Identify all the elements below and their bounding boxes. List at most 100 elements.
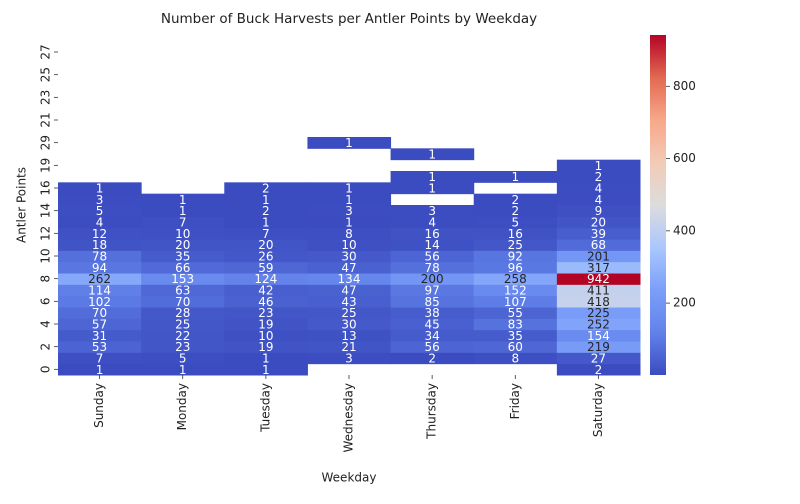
cell-label: 53: [92, 340, 107, 354]
cell-label: 1: [262, 363, 270, 377]
cell-label: 1: [345, 216, 353, 230]
cell-label: 124: [254, 272, 277, 286]
cell-label: 4: [96, 216, 104, 230]
heatmap-cell: [390, 227, 475, 240]
cell-label: 20: [591, 216, 606, 230]
heatmap-cell: [473, 193, 558, 206]
cell-label: 18: [92, 238, 107, 252]
cell-label: 57: [92, 318, 107, 332]
cell-label: 2: [262, 204, 270, 218]
cell-label: 200: [421, 272, 444, 286]
cell-label: 2: [262, 182, 270, 196]
heatmap-cell: [556, 159, 641, 172]
heatmap-cell: [58, 329, 142, 342]
cell-label: 219: [587, 340, 610, 354]
heatmap-cell: [556, 363, 641, 376]
heatmap-cell: [556, 182, 641, 195]
heatmap-cell: [58, 363, 142, 376]
heatmap-cell: [141, 193, 225, 206]
heatmap-cell: [224, 307, 308, 319]
cell-label: 16: [508, 227, 523, 241]
cell-label: 262: [88, 272, 111, 286]
heatmap-cell: [58, 205, 142, 217]
cell-label: 22: [175, 329, 190, 343]
cell-label: 38: [425, 306, 440, 320]
cell-label: 1: [428, 148, 436, 162]
y-axis-title: Antler Points: [15, 167, 29, 243]
y-tick-label: 16: [39, 180, 53, 195]
heatmap-cell: [224, 239, 308, 251]
cell-label: 10: [341, 238, 356, 252]
cell-label: 3: [345, 352, 353, 366]
heatmap-cell: [224, 193, 308, 206]
heatmap-cell: [307, 329, 392, 342]
heatmap-cell: [58, 227, 142, 240]
cell-label: 1: [179, 363, 187, 377]
heatmap-cell: [307, 239, 392, 251]
y-tick-label: 6: [39, 298, 53, 306]
cell-label: 107: [504, 295, 527, 309]
cell-label: 27: [591, 352, 606, 366]
x-tick-label: Saturday: [591, 383, 605, 437]
heatmap-cell: [473, 341, 558, 353]
cell-label: 19: [258, 318, 273, 332]
cell-label: 13: [341, 329, 356, 343]
heatmap-cell: [473, 284, 558, 297]
heatmap-cell: [556, 307, 641, 319]
cell-label: 7: [262, 227, 270, 241]
cell-label: 2: [595, 363, 603, 377]
cell-label: 1: [262, 352, 270, 366]
cell-label: 134: [338, 272, 361, 286]
cell-label: 30: [341, 318, 356, 332]
cell-label: 258: [504, 272, 527, 286]
heatmap-cell: [390, 171, 475, 183]
cell-label: 154: [587, 329, 610, 343]
heatmap-cell: [556, 318, 641, 331]
cell-label: 96: [508, 261, 523, 275]
cell-label: 201: [587, 250, 610, 264]
x-tick-label: Monday: [175, 383, 189, 430]
heatmap-cell: [390, 148, 475, 161]
cell-label: 92: [508, 250, 523, 264]
heatmap-cell: [307, 273, 392, 285]
heatmap-cell: [473, 318, 558, 331]
heatmap-cell: [390, 250, 475, 263]
cell-label: 23: [258, 306, 273, 320]
heatmap-cell: [141, 352, 225, 365]
heatmap-cell: [473, 273, 558, 285]
cell-label: 56: [425, 250, 440, 264]
heatmap-cell: [390, 205, 475, 217]
y-tick-label: 29: [39, 135, 53, 150]
cell-label: 7: [179, 216, 187, 230]
heatmap-cell: [58, 250, 142, 263]
cell-label: 25: [341, 306, 356, 320]
heatmap-cell: [390, 261, 475, 274]
heatmap-cell: [473, 171, 558, 183]
heatmap-cell: [307, 318, 392, 331]
heatmap-cell: [556, 227, 641, 240]
cell-label: 94: [92, 261, 107, 275]
y-tick-label: 2: [39, 343, 53, 351]
y-tick-label: 25: [39, 67, 53, 82]
heatmap-cell: [141, 250, 225, 263]
heatmap-cell: [141, 273, 225, 285]
cell-label: 47: [341, 284, 356, 298]
cell-label: 19: [258, 340, 273, 354]
heatmap-cell: [473, 329, 558, 342]
cell-label: 30: [341, 250, 356, 264]
cell-label: 83: [508, 318, 523, 332]
heatmap-cell: [390, 182, 475, 195]
cell-label: 25: [175, 318, 190, 332]
x-tick-label: Wednesday: [342, 383, 356, 452]
heatmap-cell: [473, 227, 558, 240]
heatmap-cell: [58, 307, 142, 319]
cell-label: 16: [425, 227, 440, 241]
cell-label: 68: [591, 238, 606, 252]
heatmap-cell: [307, 352, 392, 365]
cell-label: 252: [587, 318, 610, 332]
cell-label: 418: [587, 295, 610, 309]
colorbar-tick-label: 200: [673, 296, 696, 310]
cell-label: 28: [175, 306, 190, 320]
cell-label: 1: [96, 363, 104, 377]
heatmap-cell: [473, 261, 558, 274]
